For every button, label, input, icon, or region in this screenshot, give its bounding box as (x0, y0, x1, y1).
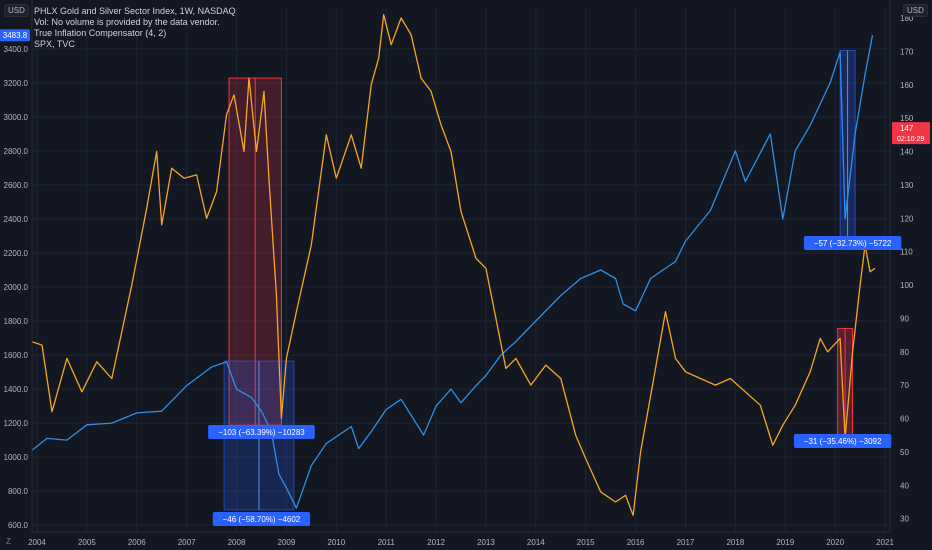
y-left-tick-label: 2200.0 (4, 249, 29, 258)
y-right-tick-label: 180 (900, 14, 914, 23)
x-tick-label: 2018 (726, 538, 744, 547)
measure-label[interactable]: −103 (−63.39%) −10283 (208, 425, 315, 439)
x-tick-label: 2005 (78, 538, 96, 547)
legend-spx[interactable]: SPX, TVC (34, 39, 75, 49)
legend-indicator[interactable]: True Inflation Compensator (4, 2) (34, 28, 167, 38)
measure-label-text: −46 (−58.70%) −4602 (223, 515, 301, 524)
y-right-tick-label: 130 (900, 181, 914, 190)
y-right-tick-label: 90 (900, 314, 909, 323)
last-value-right-tag: 147 02:10:29 (892, 122, 930, 145)
x-tick-label: 2021 (876, 538, 894, 547)
y-left-tick-label: 1000.0 (4, 453, 29, 462)
x-tick-label: 2004 (28, 538, 46, 547)
measure-label-bg (793, 434, 892, 448)
x-tick-label: 2015 (577, 538, 595, 547)
last-value-right-text: 147 (900, 124, 914, 133)
last-value-left-tag: 3483.8 (0, 29, 30, 42)
y-right-tick-label: 60 (900, 415, 909, 424)
measure-label-bg (803, 236, 902, 250)
legend-volume: Vol: No volume is provided by the data v… (34, 17, 220, 27)
zoom-icon[interactable]: Z (6, 537, 11, 546)
measure-label[interactable]: −31 (−35.46%) −3092 (793, 434, 892, 448)
measure-label-bg (212, 512, 311, 526)
x-tick-label: 2009 (278, 538, 296, 547)
y-left-tick-label: 800.0 (8, 487, 29, 496)
last-value-right-bg (892, 122, 930, 145)
x-tick-label: 2020 (826, 538, 844, 547)
y-right-tick-label: 40 (900, 481, 909, 490)
measure-label-bg (208, 425, 315, 439)
y-left-tick-label: 1400.0 (4, 385, 29, 394)
y-left-tick-label: 1800.0 (4, 317, 29, 326)
x-tick-label: 2016 (627, 538, 645, 547)
y-right-tick-label: 120 (900, 214, 914, 223)
chart-legend: PHLX Gold and Silver Sector Index, 1W, N… (34, 6, 236, 50)
y-right-tick-label: 150 (900, 114, 914, 123)
y-right-tick-label: 80 (900, 348, 909, 357)
spx-series-line (31, 35, 874, 509)
y-left-tick-label: 3000.0 (4, 113, 29, 122)
y-left-tick-label: 3200.0 (4, 79, 29, 88)
measure-label-text: −31 (−35.46%) −3092 (804, 437, 882, 446)
x-tick-label: 2007 (178, 538, 196, 547)
series-lines (31, 14, 876, 516)
y-right-tick-label: 140 (900, 148, 914, 157)
last-value-left-text: 3483.8 (3, 31, 28, 40)
y-left-tick-label: 2800.0 (4, 147, 29, 156)
y-left-tick-label: 1200.0 (4, 419, 29, 428)
y-right-tick-label: 50 (900, 448, 909, 457)
legend-title: PHLX Gold and Silver Sector Index, 1W, N… (34, 6, 236, 16)
x-tick-label: 2014 (527, 538, 545, 547)
grid (32, 8, 890, 532)
x-tick-label: 2008 (228, 538, 246, 547)
measure-label[interactable]: −57 (−32.73%) −5722 (803, 236, 902, 250)
x-tick-label: 2010 (327, 538, 345, 547)
x-tick-label: 2012 (427, 538, 445, 547)
x-tick-label: 2011 (378, 538, 396, 547)
gold-series-line (31, 14, 876, 516)
measure-labels[interactable]: −103 (−63.39%) −10283 −46 (−58.70%) −4602… (208, 236, 902, 526)
last-value-left-bg (0, 29, 30, 42)
x-tick-label: 2006 (128, 538, 146, 547)
measure-label[interactable]: −46 (−58.70%) −4602 (212, 512, 311, 526)
measure-label-text: −103 (−63.39%) −10283 (218, 428, 305, 437)
y-right-tick-label: 170 (900, 47, 914, 56)
x-tick-label: 2017 (677, 538, 695, 547)
currency-right-button[interactable]: USD (903, 4, 928, 17)
y-left-tick-label: 3400.0 (4, 45, 29, 54)
y-left-tick-label: 2600.0 (4, 181, 29, 190)
countdown-text: 02:10:29 (897, 136, 924, 143)
y-left-tick-label: 2400.0 (4, 215, 29, 224)
y-left-tick-label: 600.0 (8, 521, 29, 530)
y-right-tick-label: 100 (900, 281, 914, 290)
y-right-tick-label: 70 (900, 381, 909, 390)
x-tick-label: 2019 (776, 538, 794, 547)
y-right-tick-label: 160 (900, 81, 914, 90)
y-left-tick-label: 1600.0 (4, 351, 29, 360)
y-right-tick-label: 110 (900, 248, 913, 257)
currency-left-button[interactable]: USD (4, 4, 29, 17)
x-tick-label: 2013 (477, 538, 495, 547)
y-left-tick-label: 2000.0 (4, 283, 29, 292)
measure-label-text: −57 (−32.73%) −5722 (814, 239, 892, 248)
y-right-tick-label: 30 (900, 515, 909, 524)
